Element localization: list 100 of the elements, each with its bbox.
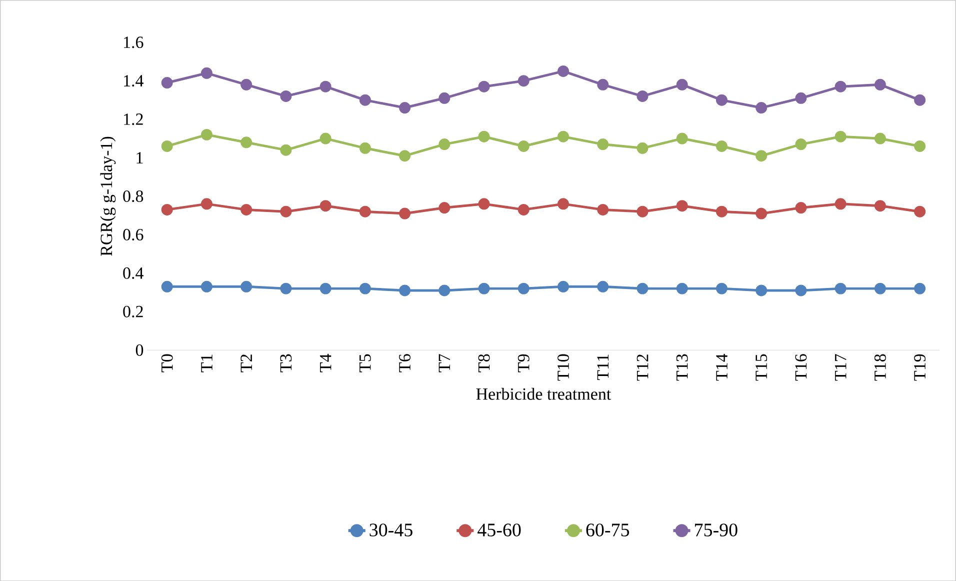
point [795, 284, 807, 296]
point [399, 284, 411, 296]
x-tick-label: T14 [716, 354, 728, 381]
point [161, 76, 173, 88]
point [399, 150, 411, 162]
point [438, 202, 450, 214]
point [558, 130, 570, 142]
point [597, 78, 609, 90]
point [438, 138, 450, 150]
x-tick-label: T16 [795, 354, 807, 381]
x-tick-label: T8 [478, 354, 490, 372]
x-tick-label: T17 [834, 354, 846, 381]
point [280, 90, 292, 102]
point [834, 282, 846, 294]
x-tick-label: T18 [874, 354, 886, 381]
y-tick-label: 0.6 [123, 228, 144, 240]
point [438, 92, 450, 104]
point [834, 80, 846, 92]
y-tick-label: 0 [136, 344, 144, 356]
point [518, 204, 530, 216]
x-tick-label: T0 [161, 354, 173, 372]
point [597, 204, 609, 216]
point [320, 80, 332, 92]
legend-label: 30-45 [370, 523, 412, 536]
point [874, 132, 886, 144]
point [200, 128, 212, 140]
point [320, 282, 332, 294]
point [200, 198, 212, 210]
point [518, 74, 530, 86]
y-tick-label: 1.2 [124, 113, 143, 125]
point [716, 282, 728, 294]
point [756, 208, 768, 220]
point [636, 282, 648, 294]
y-tick-label: 0.4 [123, 267, 144, 279]
point [359, 142, 371, 154]
y-tick-label: 0.8 [123, 190, 144, 202]
point [795, 138, 807, 150]
point [518, 282, 530, 294]
point [716, 94, 728, 106]
point [676, 132, 688, 144]
point [834, 198, 846, 210]
point [756, 284, 768, 296]
point [597, 138, 609, 150]
point [161, 140, 173, 152]
x-tick-label: T19 [914, 354, 926, 381]
point [636, 206, 648, 218]
legend-label: 45-60 [478, 523, 521, 536]
point [478, 130, 490, 142]
x-tick-label: T3 [280, 354, 292, 372]
point [240, 280, 252, 292]
point [280, 206, 292, 218]
point [359, 282, 371, 294]
point [716, 140, 728, 152]
y-tick-label: 1.6 [124, 36, 144, 48]
x-tick-label: T7 [438, 354, 450, 372]
point [914, 206, 926, 218]
x-tick-label: T9 [518, 354, 530, 372]
point [478, 198, 490, 210]
point [399, 102, 411, 114]
point [874, 200, 886, 212]
x-tick-label: T12 [636, 354, 648, 381]
point [756, 150, 768, 162]
point [676, 78, 688, 90]
y-tick-label: 0.2 [123, 306, 143, 318]
x-tick-label: T5 [360, 354, 371, 372]
point [240, 204, 252, 216]
point [676, 200, 688, 212]
point [320, 132, 332, 144]
point [200, 280, 212, 292]
point [438, 284, 450, 296]
point [240, 136, 252, 148]
x-tick-label: T4 [320, 354, 332, 372]
legend-label: 75-90 [695, 523, 738, 536]
point [676, 282, 688, 294]
point [795, 202, 807, 214]
point [597, 280, 609, 292]
point [478, 282, 490, 294]
point [359, 94, 371, 106]
x-axis-title: Herbicide treatment [476, 388, 612, 400]
point [518, 140, 530, 152]
x-tick-label: T15 [756, 354, 768, 381]
x-tick-label: T2 [240, 354, 252, 372]
x-tick-label: T13 [676, 354, 688, 381]
point [914, 140, 926, 152]
point [636, 142, 648, 154]
point [359, 206, 371, 218]
point [558, 65, 570, 77]
point [320, 200, 332, 212]
y-tick-label: 1 [136, 152, 143, 164]
point [478, 80, 490, 92]
point [161, 280, 173, 292]
legend-label: 60-75 [586, 523, 630, 536]
point [280, 282, 292, 294]
x-tick-label: T10 [558, 354, 569, 381]
x-tick-label: T6 [399, 354, 410, 372]
point [636, 90, 648, 102]
x-tick-label: T11 [597, 354, 608, 380]
point [756, 102, 768, 114]
point [914, 94, 926, 106]
point [795, 92, 807, 104]
